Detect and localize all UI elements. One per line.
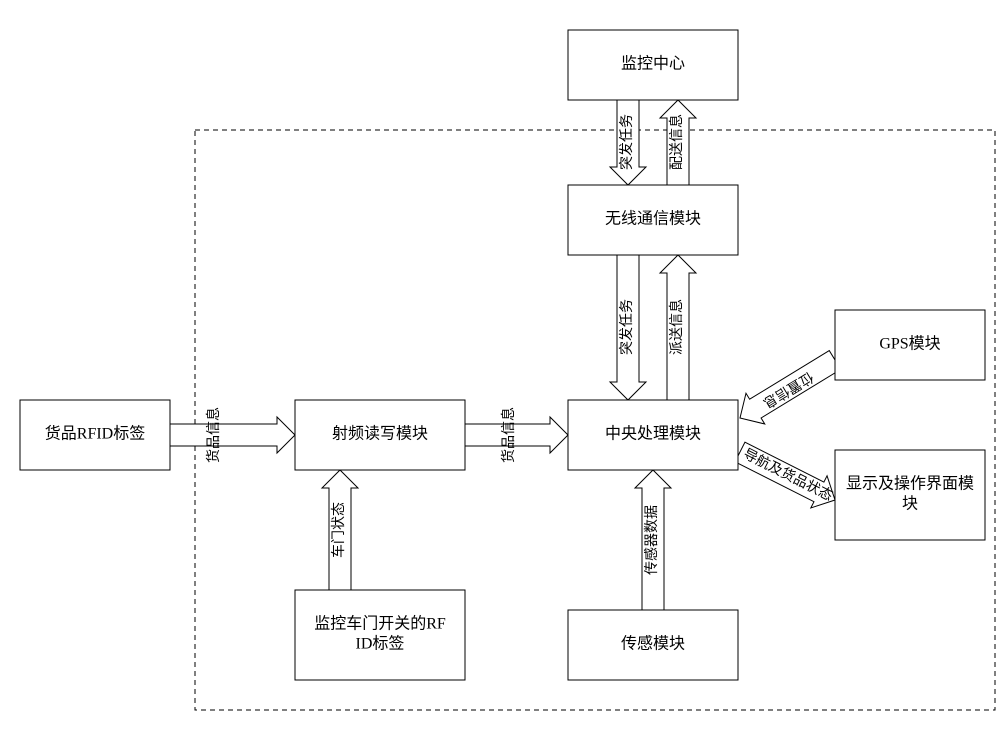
node-monitor-label-0: 监控中心 — [621, 55, 685, 73]
node-rf_rw-label-0: 射频读写模块 — [332, 425, 428, 443]
node-door_rfid-label-0: 监控车门开关的RF — [314, 615, 446, 633]
node-rfid_tag-label-0: 货品RFID标签 — [45, 425, 145, 443]
arrow-info2-label: 派送信息 — [668, 299, 685, 355]
node-door_rfid-label-1: ID标签 — [356, 635, 405, 653]
node-wireless-label-0: 无线通信模块 — [605, 210, 701, 228]
node-sensor-label-0: 传感模块 — [621, 635, 685, 653]
arrow-sense-label: 传感器数据 — [643, 505, 660, 575]
arrow-door-label: 车门状态 — [330, 502, 347, 558]
arrow-task1-label: 突发任务 — [619, 114, 635, 170]
arrow-goods1-label: 货品信息 — [205, 407, 222, 463]
node-display-label-0: 显示及操作界面模 — [846, 475, 974, 493]
node-display-label-1: 块 — [902, 495, 918, 513]
arrow-goods1 — [170, 417, 295, 453]
node-gps-label-0: GPS模块 — [879, 335, 940, 353]
node-cpu-label-0: 中央处理模块 — [605, 425, 701, 443]
arrow-goods2-label: 货品信息 — [500, 407, 517, 463]
arrow-info1-label: 配送信息 — [668, 114, 685, 170]
arrow-task2-label: 突发任务 — [619, 299, 635, 355]
arrow-nav-label: 导航及货品状态 — [741, 445, 836, 504]
